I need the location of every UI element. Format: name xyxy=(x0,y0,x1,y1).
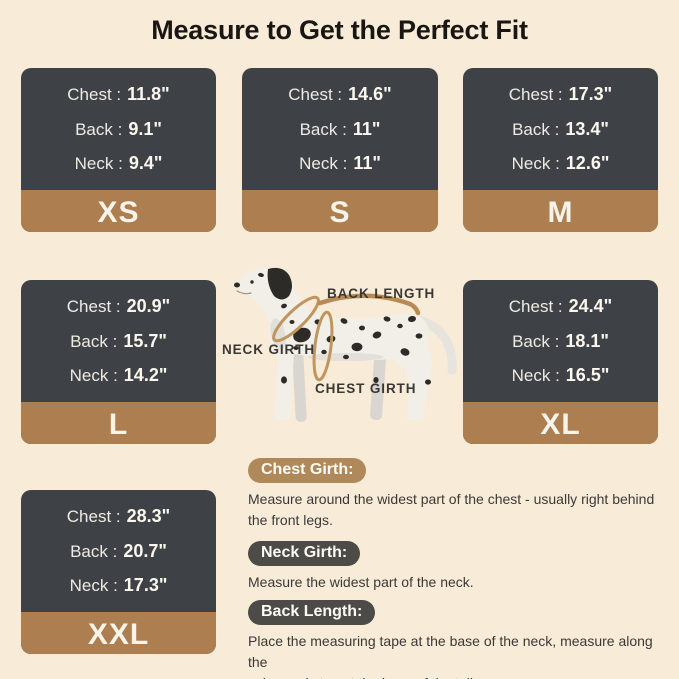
back-label: Back : xyxy=(75,119,123,139)
back-label: Back : xyxy=(512,119,560,139)
dog-eye xyxy=(250,280,254,284)
neck-measure-row: Neck :14.2" xyxy=(70,365,168,386)
chest-measure-row: Chest :17.3" xyxy=(509,84,612,105)
back-measure-row: Back :15.7" xyxy=(70,331,167,352)
measurements-panel: Chest :28.3" Back :20.7" Neck :17.3" xyxy=(21,490,216,612)
chest-label: Chest : xyxy=(508,296,563,316)
dog-far-front-leg xyxy=(292,349,307,422)
measurements-panel: Chest :14.6" Back :11" Neck :11" xyxy=(242,68,438,190)
chest-label: Chest : xyxy=(508,84,563,104)
measurements-panel: Chest :17.3" Back :13.4" Neck :12.6" xyxy=(463,68,658,190)
back-value: 15.7" xyxy=(123,330,167,351)
chest-value: 20.9" xyxy=(126,295,171,316)
dog-tail xyxy=(413,315,457,375)
chest-value: 17.3" xyxy=(568,83,613,104)
neck-girth-description: Measure the widest part of the neck. xyxy=(248,574,474,590)
chest-girth-description: Measure around the widest part of the ch… xyxy=(248,491,655,528)
chest-label: Chest : xyxy=(66,506,121,526)
size-card-m: Chest :17.3" Back :13.4" Neck :12.6" M xyxy=(463,68,658,232)
back-length-label: BACK LENGTH xyxy=(327,286,436,301)
neck-value: 11" xyxy=(353,153,381,174)
back-value: 20.7" xyxy=(123,540,167,561)
chest-label: Chest : xyxy=(67,84,122,104)
back-label: Back : xyxy=(70,541,118,561)
back-measure-row: Back :9.1" xyxy=(75,119,162,140)
guide-chest-girth: Chest Girth: Measure around the widest p… xyxy=(248,458,676,531)
guide-back-length: Back Length: Place the measuring tape at… xyxy=(248,600,676,679)
back-length-line xyxy=(317,293,421,316)
chest-girth-label: CHEST GIRTH xyxy=(315,381,417,396)
size-badge: S xyxy=(242,190,438,232)
back-label: Back : xyxy=(70,331,118,351)
neck-label: Neck : xyxy=(69,366,118,386)
chest-label: Chest : xyxy=(288,84,343,104)
neck-label: Neck : xyxy=(511,154,560,174)
back-length-badge: Back Length: xyxy=(248,600,376,625)
neck-value: 17.3" xyxy=(123,575,168,596)
neck-girth-badge: Neck Girth: xyxy=(248,541,361,566)
back-label: Back : xyxy=(299,119,347,139)
neck-value: 14.2" xyxy=(123,365,168,386)
size-badge: XL xyxy=(463,402,658,444)
chest-measure-row: Chest :28.3" xyxy=(67,506,170,527)
size-card-l: Chest :20.9" Back :15.7" Neck :14.2" L xyxy=(21,280,216,444)
chest-measure-row: Chest :14.6" xyxy=(288,84,391,105)
dog-mouth-line xyxy=(236,290,252,295)
back-length-description: Place the measuring tape at the base of … xyxy=(248,633,653,679)
chest-measure-row: Chest :20.9" xyxy=(67,296,170,317)
chest-measure-row: Chest :11.8" xyxy=(67,84,169,105)
size-badge: XXL xyxy=(21,612,216,654)
size-badge: M xyxy=(463,190,658,232)
page-title: Measure to Get the Perfect Fit xyxy=(151,15,528,45)
back-value: 9.1" xyxy=(128,118,162,139)
size-card-s: Chest :14.6" Back :11" Neck :11" S xyxy=(242,68,438,232)
dog-chest-shading xyxy=(270,318,286,350)
chest-girth-badge: Chest Girth: xyxy=(248,458,367,483)
chest-value: 11.8" xyxy=(127,83,170,104)
chest-measure-row: Chest :24.4" xyxy=(509,296,612,317)
measurements-panel: Chest :11.8" Back :9.1" Neck :9.4" xyxy=(21,68,216,190)
chest-value: 24.4" xyxy=(568,295,613,316)
size-card-xs: Chest :11.8" Back :9.1" Neck :9.4" XS xyxy=(21,68,216,232)
size-badge: XS xyxy=(21,190,216,232)
back-measure-row: Back :18.1" xyxy=(512,331,609,352)
back-measure-row: Back :20.7" xyxy=(70,541,167,562)
back-value: 13.4" xyxy=(565,118,609,139)
back-value: 11" xyxy=(352,118,381,139)
back-label: Back : xyxy=(512,331,560,351)
guide-neck-girth: Neck Girth: Measure the widest part of t… xyxy=(248,541,676,593)
size-card-xl: Chest :24.4" Back :18.1" Neck :16.5" XL xyxy=(463,280,658,444)
neck-measure-row: Neck :16.5" xyxy=(512,365,610,386)
chest-value: 28.3" xyxy=(126,505,171,526)
neck-label: Neck : xyxy=(511,366,560,386)
back-measure-row: Back :13.4" xyxy=(512,119,609,140)
dog-far-rear-leg xyxy=(370,355,386,421)
chest-value: 14.6" xyxy=(348,83,392,104)
neck-value: 9.4" xyxy=(128,153,163,174)
neck-label: Neck : xyxy=(299,154,348,174)
dog-illustration xyxy=(234,267,457,422)
neck-girth-label: NECK GIRTH xyxy=(222,342,315,357)
size-badge: L xyxy=(21,402,216,444)
chest-girth-ring xyxy=(312,310,334,382)
neck-label: Neck : xyxy=(74,154,123,174)
size-card-xxl: Chest :28.3" Back :20.7" Neck :17.3" XXL xyxy=(21,490,216,654)
dog-ear xyxy=(267,267,292,300)
neck-measure-row: Neck :12.6" xyxy=(512,153,610,174)
back-measure-row: Back :11" xyxy=(300,119,381,140)
chest-label: Chest : xyxy=(66,296,121,316)
neck-value: 12.6" xyxy=(565,153,610,174)
measurements-panel: Chest :20.9" Back :15.7" Neck :14.2" xyxy=(21,280,216,402)
back-value: 18.1" xyxy=(565,330,609,351)
neck-measure-row: Neck :9.4" xyxy=(75,153,163,174)
measurements-panel: Chest :24.4" Back :18.1" Neck :16.5" xyxy=(463,280,658,402)
neck-value: 16.5" xyxy=(565,365,610,386)
neck-girth-ring xyxy=(272,295,320,343)
neck-label: Neck : xyxy=(69,576,118,596)
neck-measure-row: Neck :17.3" xyxy=(70,575,168,596)
neck-measure-row: Neck :11" xyxy=(299,153,381,174)
dog-nose xyxy=(234,282,240,288)
